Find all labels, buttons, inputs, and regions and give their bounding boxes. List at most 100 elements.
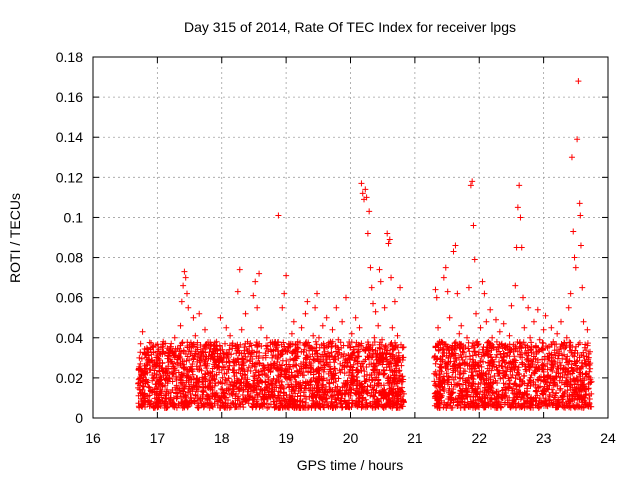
data-point: [375, 322, 382, 329]
data-point: [500, 320, 507, 327]
data-point: [570, 228, 577, 235]
x-tick-label: 20: [343, 430, 359, 446]
data-point: [400, 390, 407, 397]
data-point: [538, 362, 545, 369]
data-point: [513, 244, 520, 251]
data-point: [267, 346, 274, 353]
data-point: [390, 346, 397, 353]
data-point: [248, 350, 255, 357]
data-point: [213, 338, 220, 345]
data-point: [321, 344, 328, 351]
data-point: [306, 342, 313, 349]
data-point: [296, 366, 303, 373]
data-point: [271, 360, 278, 367]
data-point: [196, 310, 203, 317]
data-point: [265, 376, 272, 383]
data-point: [175, 352, 182, 359]
data-point: [238, 326, 245, 333]
data-point: [574, 136, 581, 143]
data-point: [366, 208, 373, 215]
data-point: [571, 254, 578, 261]
x-tick-label: 16: [85, 430, 101, 446]
data-point: [232, 342, 239, 349]
data-point: [492, 316, 499, 323]
data-point: [180, 282, 187, 289]
data-point: [397, 284, 404, 291]
data-point: [437, 344, 444, 351]
scatter-cloud: [135, 338, 595, 411]
x-tick-label: 17: [150, 430, 166, 446]
x-tick-label: 18: [214, 430, 230, 446]
data-point: [358, 180, 365, 187]
data-point: [552, 360, 559, 367]
data-point: [286, 376, 293, 383]
data-point: [456, 330, 463, 337]
y-tick-label: 0: [75, 410, 83, 426]
y-tick-label: 0.06: [56, 290, 83, 306]
data-point: [458, 322, 465, 329]
data-point: [203, 362, 210, 369]
data-point: [498, 354, 505, 361]
data-point: [516, 182, 523, 189]
data-point: [380, 358, 387, 365]
data-point: [165, 346, 172, 353]
data-point: [135, 384, 142, 391]
data-point: [244, 338, 251, 345]
data-point: [151, 358, 158, 365]
data-point: [525, 304, 532, 311]
data-point: [173, 376, 180, 383]
data-point: [496, 328, 503, 335]
data-point: [520, 294, 527, 301]
data-point: [469, 178, 476, 185]
data-point: [487, 306, 494, 313]
data-point: [356, 324, 363, 331]
data-point: [242, 310, 249, 317]
x-tick-label: 23: [536, 430, 552, 446]
data-point: [479, 278, 486, 285]
data-point: [559, 342, 566, 349]
data-point: [364, 230, 371, 237]
data-point: [333, 304, 340, 311]
data-point: [432, 286, 439, 293]
data-point: [481, 290, 488, 297]
y-tick-label: 0.12: [56, 169, 83, 185]
data-point: [344, 342, 351, 349]
data-point: [279, 304, 286, 311]
data-point: [575, 78, 582, 85]
data-point: [386, 236, 393, 243]
tick-layer: 16 17 18 19 20 21 22 23 24 0 0.02 0.04 0.06 0.08 0.1 0.…: [56, 49, 616, 446]
data-point: [577, 242, 584, 249]
data-point: [146, 366, 153, 373]
data-point: [162, 382, 169, 389]
data-point: [339, 318, 346, 325]
data-point: [140, 394, 147, 401]
data-point: [462, 360, 469, 367]
data-point: [450, 248, 457, 255]
data-point: [209, 354, 216, 361]
data-point: [491, 358, 498, 365]
data-point: [190, 314, 197, 321]
y-tick-label: 0.1: [64, 209, 84, 225]
data-point: [382, 342, 389, 349]
data-point: [142, 378, 149, 385]
data-point: [342, 294, 349, 301]
data-point: [188, 366, 195, 373]
data-point: [550, 338, 557, 345]
data-point: [470, 222, 477, 229]
data-point: [506, 332, 513, 339]
data-point: [221, 370, 228, 377]
data-point: [563, 334, 570, 341]
data-point: [394, 332, 401, 339]
data-point: [514, 204, 521, 211]
data-point: [169, 360, 176, 367]
data-point: [171, 334, 178, 341]
data-point: [200, 378, 207, 385]
data-point: [352, 314, 359, 321]
data-point: [367, 264, 374, 271]
data-point: [346, 366, 353, 373]
data-point: [225, 354, 232, 361]
data-point: [185, 304, 192, 311]
data-point: [138, 370, 145, 377]
data-point: [442, 264, 449, 271]
data-point: [373, 350, 380, 357]
